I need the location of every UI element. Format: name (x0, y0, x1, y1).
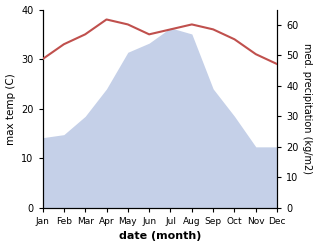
Y-axis label: max temp (C): max temp (C) (5, 73, 16, 144)
Y-axis label: med. precipitation (kg/m2): med. precipitation (kg/m2) (302, 43, 313, 174)
X-axis label: date (month): date (month) (119, 231, 201, 242)
